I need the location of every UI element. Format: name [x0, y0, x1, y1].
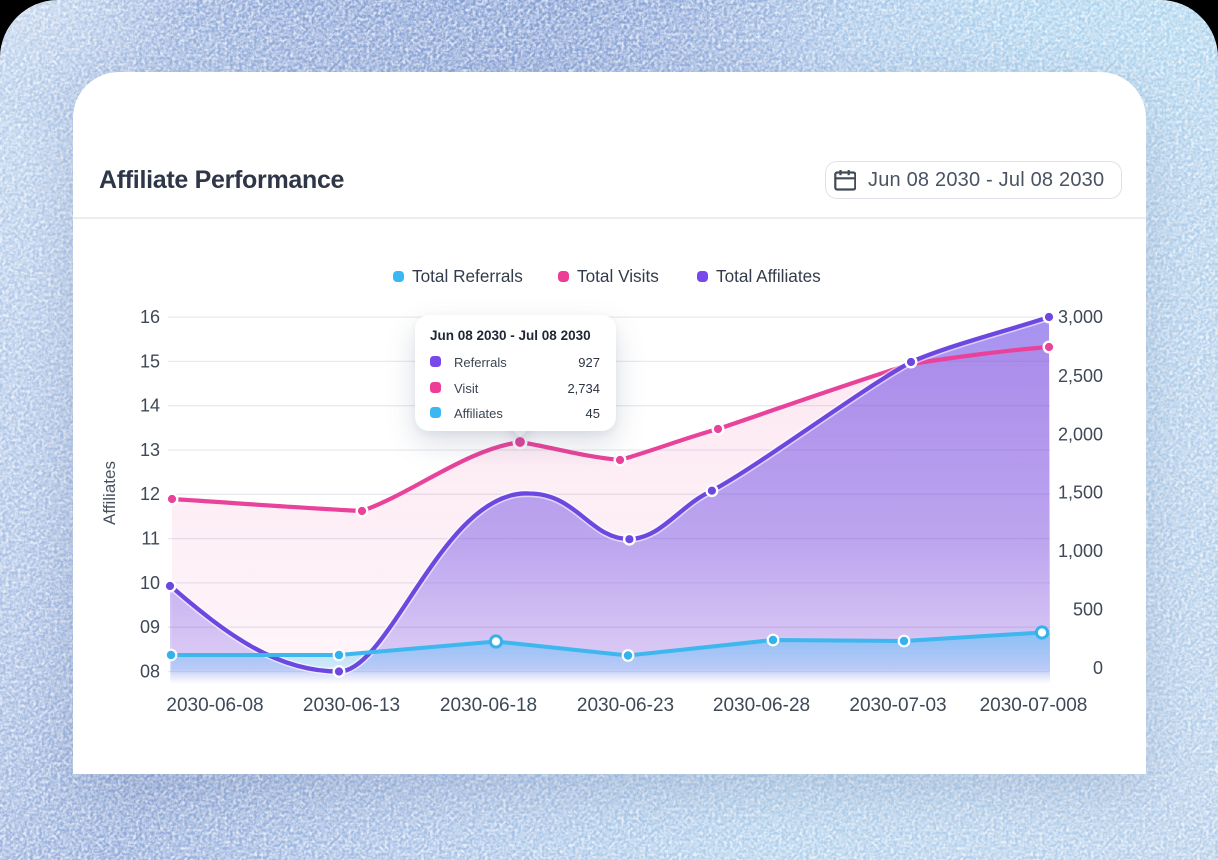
svg-text:2030-06-28: 2030-06-28 — [713, 695, 810, 716]
svg-text:Affiliates: Affiliates — [100, 461, 119, 525]
svg-text:2,000: 2,000 — [1058, 424, 1103, 444]
svg-text:09: 09 — [140, 617, 160, 637]
svg-text:1,500: 1,500 — [1058, 483, 1103, 503]
svg-text:0: 0 — [1093, 658, 1103, 678]
svg-text:12: 12 — [140, 484, 160, 504]
svg-text:2030-06-08: 2030-06-08 — [166, 695, 263, 716]
svg-text:2,500: 2,500 — [1058, 366, 1103, 386]
svg-text:16: 16 — [140, 307, 160, 327]
svg-text:08: 08 — [140, 661, 160, 681]
svg-text:2030-07-03: 2030-07-03 — [849, 695, 946, 716]
svg-text:2030-06-13: 2030-06-13 — [303, 695, 400, 716]
svg-text:2030-07-008: 2030-07-008 — [980, 695, 1088, 716]
svg-text:15: 15 — [140, 351, 160, 371]
svg-text:11: 11 — [141, 529, 160, 549]
svg-text:13: 13 — [140, 440, 160, 460]
svg-text:500: 500 — [1073, 600, 1103, 620]
svg-text:3,000: 3,000 — [1058, 307, 1103, 327]
svg-text:2030-06-18: 2030-06-18 — [440, 695, 537, 716]
svg-text:14: 14 — [140, 396, 160, 416]
svg-text:2030-06-23: 2030-06-23 — [577, 695, 674, 716]
svg-text:1,000: 1,000 — [1058, 541, 1103, 561]
svg-text:10: 10 — [140, 573, 160, 593]
